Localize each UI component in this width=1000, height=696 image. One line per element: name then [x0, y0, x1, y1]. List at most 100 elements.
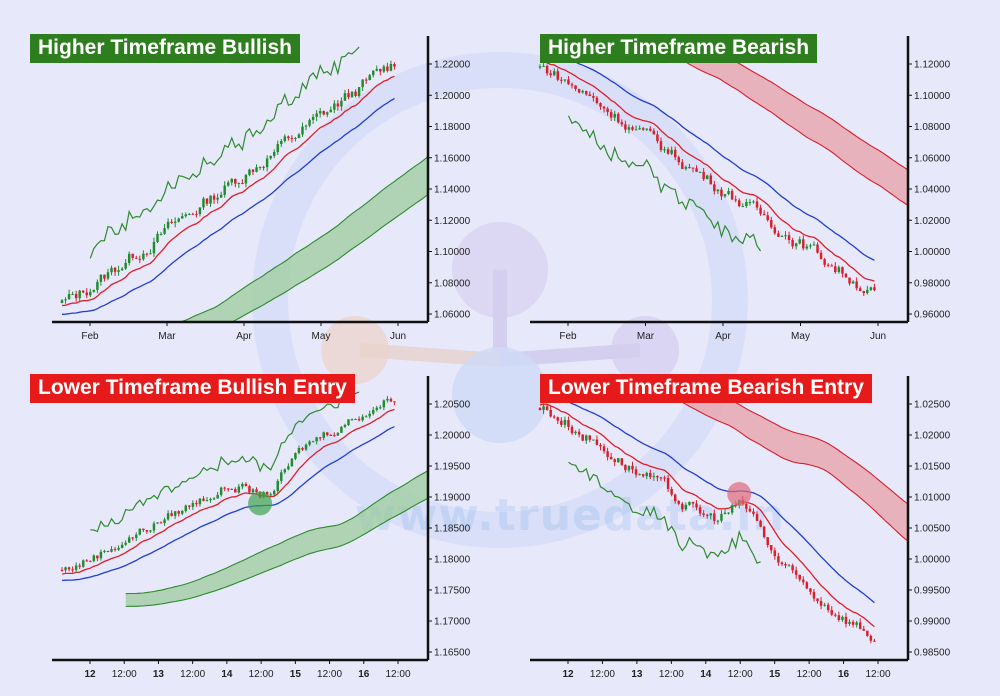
plot-area	[538, 36, 908, 297]
x-tick-label: 12:00	[728, 669, 753, 680]
x-tick-label: 14	[700, 669, 712, 680]
candle-body	[92, 555, 96, 562]
plot-area	[60, 385, 428, 608]
candle-body	[730, 505, 734, 513]
candle-body	[301, 448, 304, 450]
candle-body	[752, 511, 755, 515]
candle-body	[251, 489, 255, 493]
candle-body	[92, 289, 96, 292]
x-tick-label: 12:00	[659, 669, 684, 680]
candle-body	[777, 556, 780, 563]
candle-body	[602, 106, 606, 109]
y-tick-label: 1.17000	[434, 617, 471, 628]
candle-body	[698, 507, 702, 514]
candle-body	[361, 79, 364, 88]
candle-body	[191, 503, 195, 507]
candle-body	[258, 166, 262, 168]
y-tick-label: 1.01500	[914, 462, 951, 473]
candle-body	[329, 434, 333, 436]
candle-body	[177, 511, 180, 514]
candle-body	[170, 221, 173, 223]
candle-body	[304, 444, 308, 450]
candle-body	[560, 420, 563, 425]
candle-body	[595, 439, 599, 445]
candle-body	[237, 183, 241, 185]
candle-body	[809, 245, 812, 247]
candle-body	[812, 591, 816, 599]
candle-body	[336, 103, 340, 107]
candle-body	[862, 628, 866, 631]
candle-body	[131, 253, 134, 258]
x-tick-label: 13	[631, 669, 643, 680]
candle-body	[117, 547, 120, 550]
x-tick-label: 12:00	[180, 669, 205, 680]
candle-body	[713, 184, 716, 192]
candle-body	[606, 108, 609, 113]
ichimoku-cloud	[180, 156, 428, 322]
candle-body	[103, 550, 106, 552]
candle-body	[869, 635, 873, 641]
candle-body	[577, 431, 581, 435]
y-tick-label: 0.98000	[914, 278, 951, 289]
candle-body	[184, 505, 188, 512]
y-tick-label: 1.16500	[434, 648, 471, 659]
candle-body	[357, 87, 361, 96]
candle-body	[705, 175, 709, 180]
candle-body	[173, 511, 177, 516]
candle-body	[773, 227, 777, 234]
candle-body	[627, 465, 631, 471]
candle-body	[634, 129, 638, 131]
entry-marker	[248, 491, 273, 516]
candle-body	[770, 545, 773, 551]
y-tick-label: 1.02000	[914, 431, 951, 442]
candle-body	[372, 70, 375, 76]
x-tick-label: 12:00	[249, 669, 274, 680]
lagging-span-line	[568, 461, 761, 564]
candle-body	[638, 128, 641, 130]
candle-body	[74, 565, 78, 570]
candle-body	[375, 407, 379, 410]
candle-body	[663, 477, 666, 479]
candle-body	[773, 550, 777, 557]
candle-body	[784, 564, 787, 566]
candle-body	[848, 621, 851, 624]
candle-body	[830, 265, 833, 267]
candle-body	[723, 194, 727, 197]
candle-body	[851, 621, 855, 625]
chart-title: Lower Timeframe Bearish Entry	[540, 374, 872, 403]
candle-body	[226, 182, 230, 186]
candle-body	[379, 407, 382, 409]
candle-body	[389, 398, 393, 402]
candle-body	[248, 486, 251, 493]
candle-body	[713, 513, 716, 521]
candle-body	[149, 530, 152, 532]
y-tick-label: 1.20000	[434, 91, 471, 102]
candle-body	[386, 66, 389, 71]
candle-body	[333, 103, 336, 110]
candle-body	[577, 89, 581, 93]
candle-body	[386, 398, 389, 401]
candle-body	[613, 459, 616, 463]
candle-body	[297, 448, 301, 454]
candle-body	[770, 220, 773, 228]
x-tick-label: 15	[290, 669, 302, 680]
candle-body	[135, 534, 138, 538]
y-tick-label: 1.04000	[914, 185, 951, 196]
y-tick-label: 1.06000	[914, 153, 951, 164]
candle-body	[106, 550, 110, 552]
candle-body	[135, 257, 138, 259]
candle-body	[120, 268, 124, 271]
candle-body	[759, 207, 762, 214]
candle-body	[216, 197, 219, 200]
x-tick-label: May	[791, 331, 810, 342]
candle-body	[163, 519, 166, 524]
candle-body	[826, 604, 830, 611]
candle-body	[287, 136, 290, 139]
candle-body	[64, 567, 67, 571]
candle-body	[794, 243, 798, 247]
candle-body	[152, 523, 156, 531]
candle-body	[780, 235, 784, 237]
candle-body	[276, 144, 279, 153]
y-tick-label: 1.18000	[434, 555, 471, 566]
candle-body	[606, 451, 609, 457]
